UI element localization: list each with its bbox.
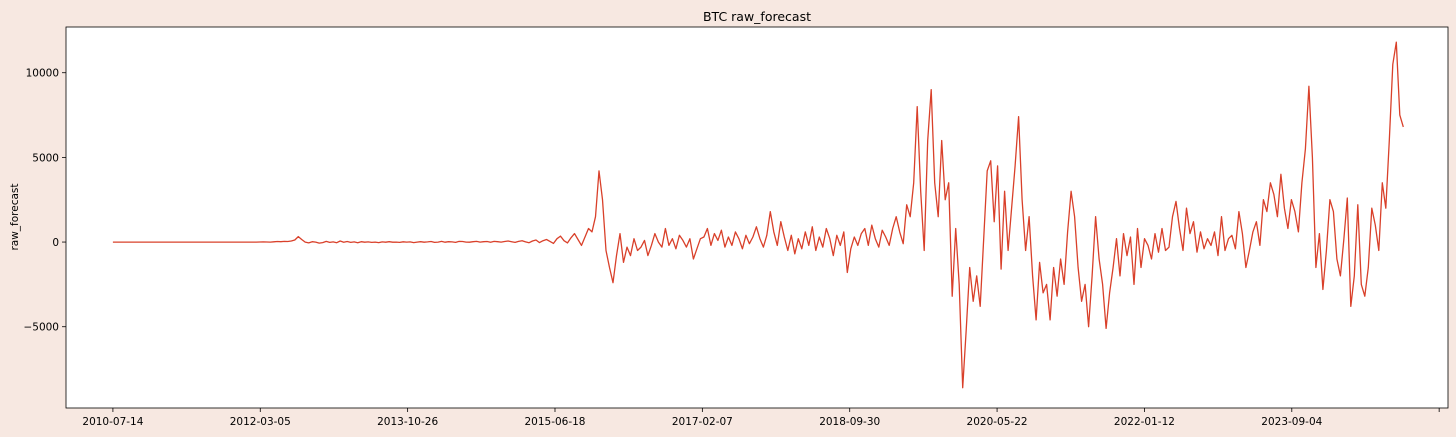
y-tick-label: −5000 bbox=[23, 322, 59, 334]
chart-title: BTC raw_forecast bbox=[703, 9, 811, 24]
y-tick-label: 5000 bbox=[32, 152, 59, 164]
plot-area bbox=[66, 27, 1448, 408]
x-tick-label: 2022-01-12 bbox=[1114, 416, 1175, 428]
x-tick-label: 2017-02-07 bbox=[672, 416, 733, 428]
x-tick-label: 2010-07-14 bbox=[82, 416, 143, 428]
y-tick-label: 10000 bbox=[26, 68, 59, 80]
y-axis-label: raw_forecast bbox=[9, 183, 21, 250]
y-tick-label: 0 bbox=[52, 237, 59, 249]
x-tick-label: 2018-09-30 bbox=[819, 416, 880, 428]
x-tick-label: 2012-03-05 bbox=[230, 416, 291, 428]
x-tick-label: 2023-09-04 bbox=[1261, 416, 1322, 428]
x-tick-label: 2015-06-18 bbox=[524, 416, 585, 428]
x-tick-label: 2020-05-22 bbox=[967, 416, 1028, 428]
x-tick-label: 2013-10-26 bbox=[377, 416, 438, 428]
